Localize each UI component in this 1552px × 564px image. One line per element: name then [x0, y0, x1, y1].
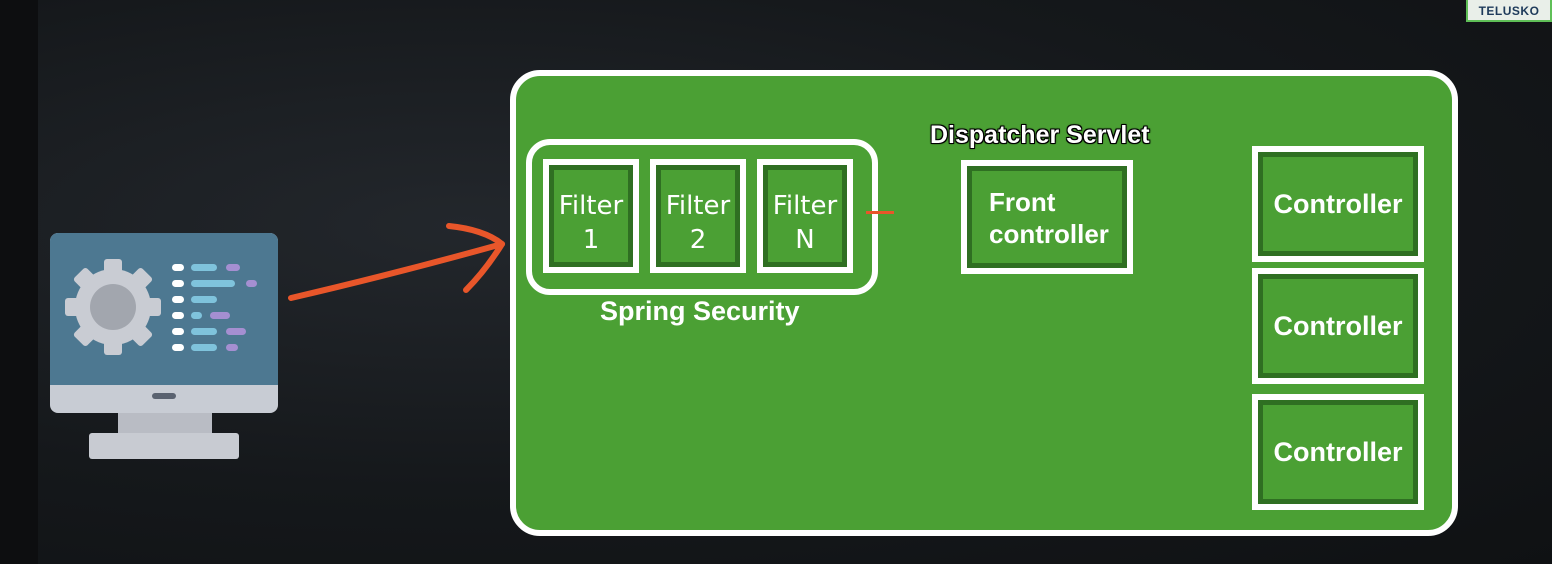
filter-to-dispatcher-connector — [866, 211, 894, 214]
controller-box-2: Controller — [1252, 268, 1424, 384]
filter-2-box: Filter 2 — [650, 159, 746, 273]
front-controller-line1: Front — [989, 187, 1056, 217]
controller-box-1: Controller — [1252, 146, 1424, 262]
filter-2-label: Filter — [665, 191, 731, 221]
computer-settings-icon — [50, 233, 280, 465]
spring-security-label: Spring Security — [600, 296, 800, 326]
controller-1-label: Controller — [1273, 188, 1403, 219]
controller-box-3: Controller — [1252, 394, 1424, 510]
front-controller-box: Front controller — [961, 160, 1133, 274]
video-edge-strip — [0, 0, 38, 564]
filter-1-box: Filter 1 — [543, 159, 639, 273]
controller-3-label: Controller — [1273, 436, 1403, 467]
filter-n-box: Filter N — [757, 159, 853, 273]
filter-1-label: Filter — [558, 191, 624, 221]
front-controller-line2: controller — [989, 219, 1109, 249]
filter-n-number: N — [795, 225, 815, 255]
telusko-logo: TELUSKO — [1466, 0, 1552, 22]
filter-2-number: 2 — [689, 225, 707, 255]
spring-security-group — [526, 139, 878, 295]
filter-n-label: Filter — [772, 191, 838, 221]
dispatcher-servlet-label: Dispatcher Servlet — [930, 121, 1150, 149]
controller-2-label: Controller — [1273, 310, 1403, 341]
filter-1-number: 1 — [582, 225, 600, 255]
